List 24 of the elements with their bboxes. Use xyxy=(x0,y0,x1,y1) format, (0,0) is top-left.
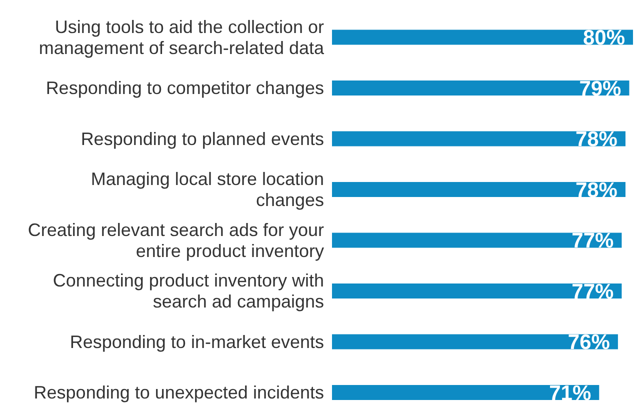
y-tick-label: Connecting product inventory with search ad campaigns xyxy=(52,270,324,312)
bar xyxy=(332,131,626,146)
data-label: 77% xyxy=(572,230,614,253)
y-tick-label: Responding to in-market events xyxy=(70,332,324,352)
data-label: 78% xyxy=(575,128,618,152)
y-tick-label: Using tools to aid the collection or management of search-related data xyxy=(38,16,325,58)
data-label: 71% xyxy=(549,382,592,405)
data-label: 78% xyxy=(575,178,618,202)
bar xyxy=(332,385,600,400)
bar xyxy=(332,80,630,96)
bar xyxy=(332,182,626,198)
data-label: 79% xyxy=(579,77,622,100)
y-tick-label: Managing local store location changes xyxy=(90,169,324,210)
data-label: 76% xyxy=(568,331,610,354)
bar xyxy=(332,284,622,299)
data-label: 80% xyxy=(582,26,626,50)
y-tick-label: Creating relevant search ads for your entire product inventory xyxy=(28,220,324,261)
y-tick-label: Responding to unexpected incidents xyxy=(34,382,324,403)
y-tick-label: Responding to competitor changes xyxy=(46,78,324,98)
bar xyxy=(332,30,633,45)
bar xyxy=(332,232,622,248)
y-tick-label: Responding to planned events xyxy=(80,128,324,149)
data-label: 77% xyxy=(572,280,614,304)
bar xyxy=(332,334,618,350)
